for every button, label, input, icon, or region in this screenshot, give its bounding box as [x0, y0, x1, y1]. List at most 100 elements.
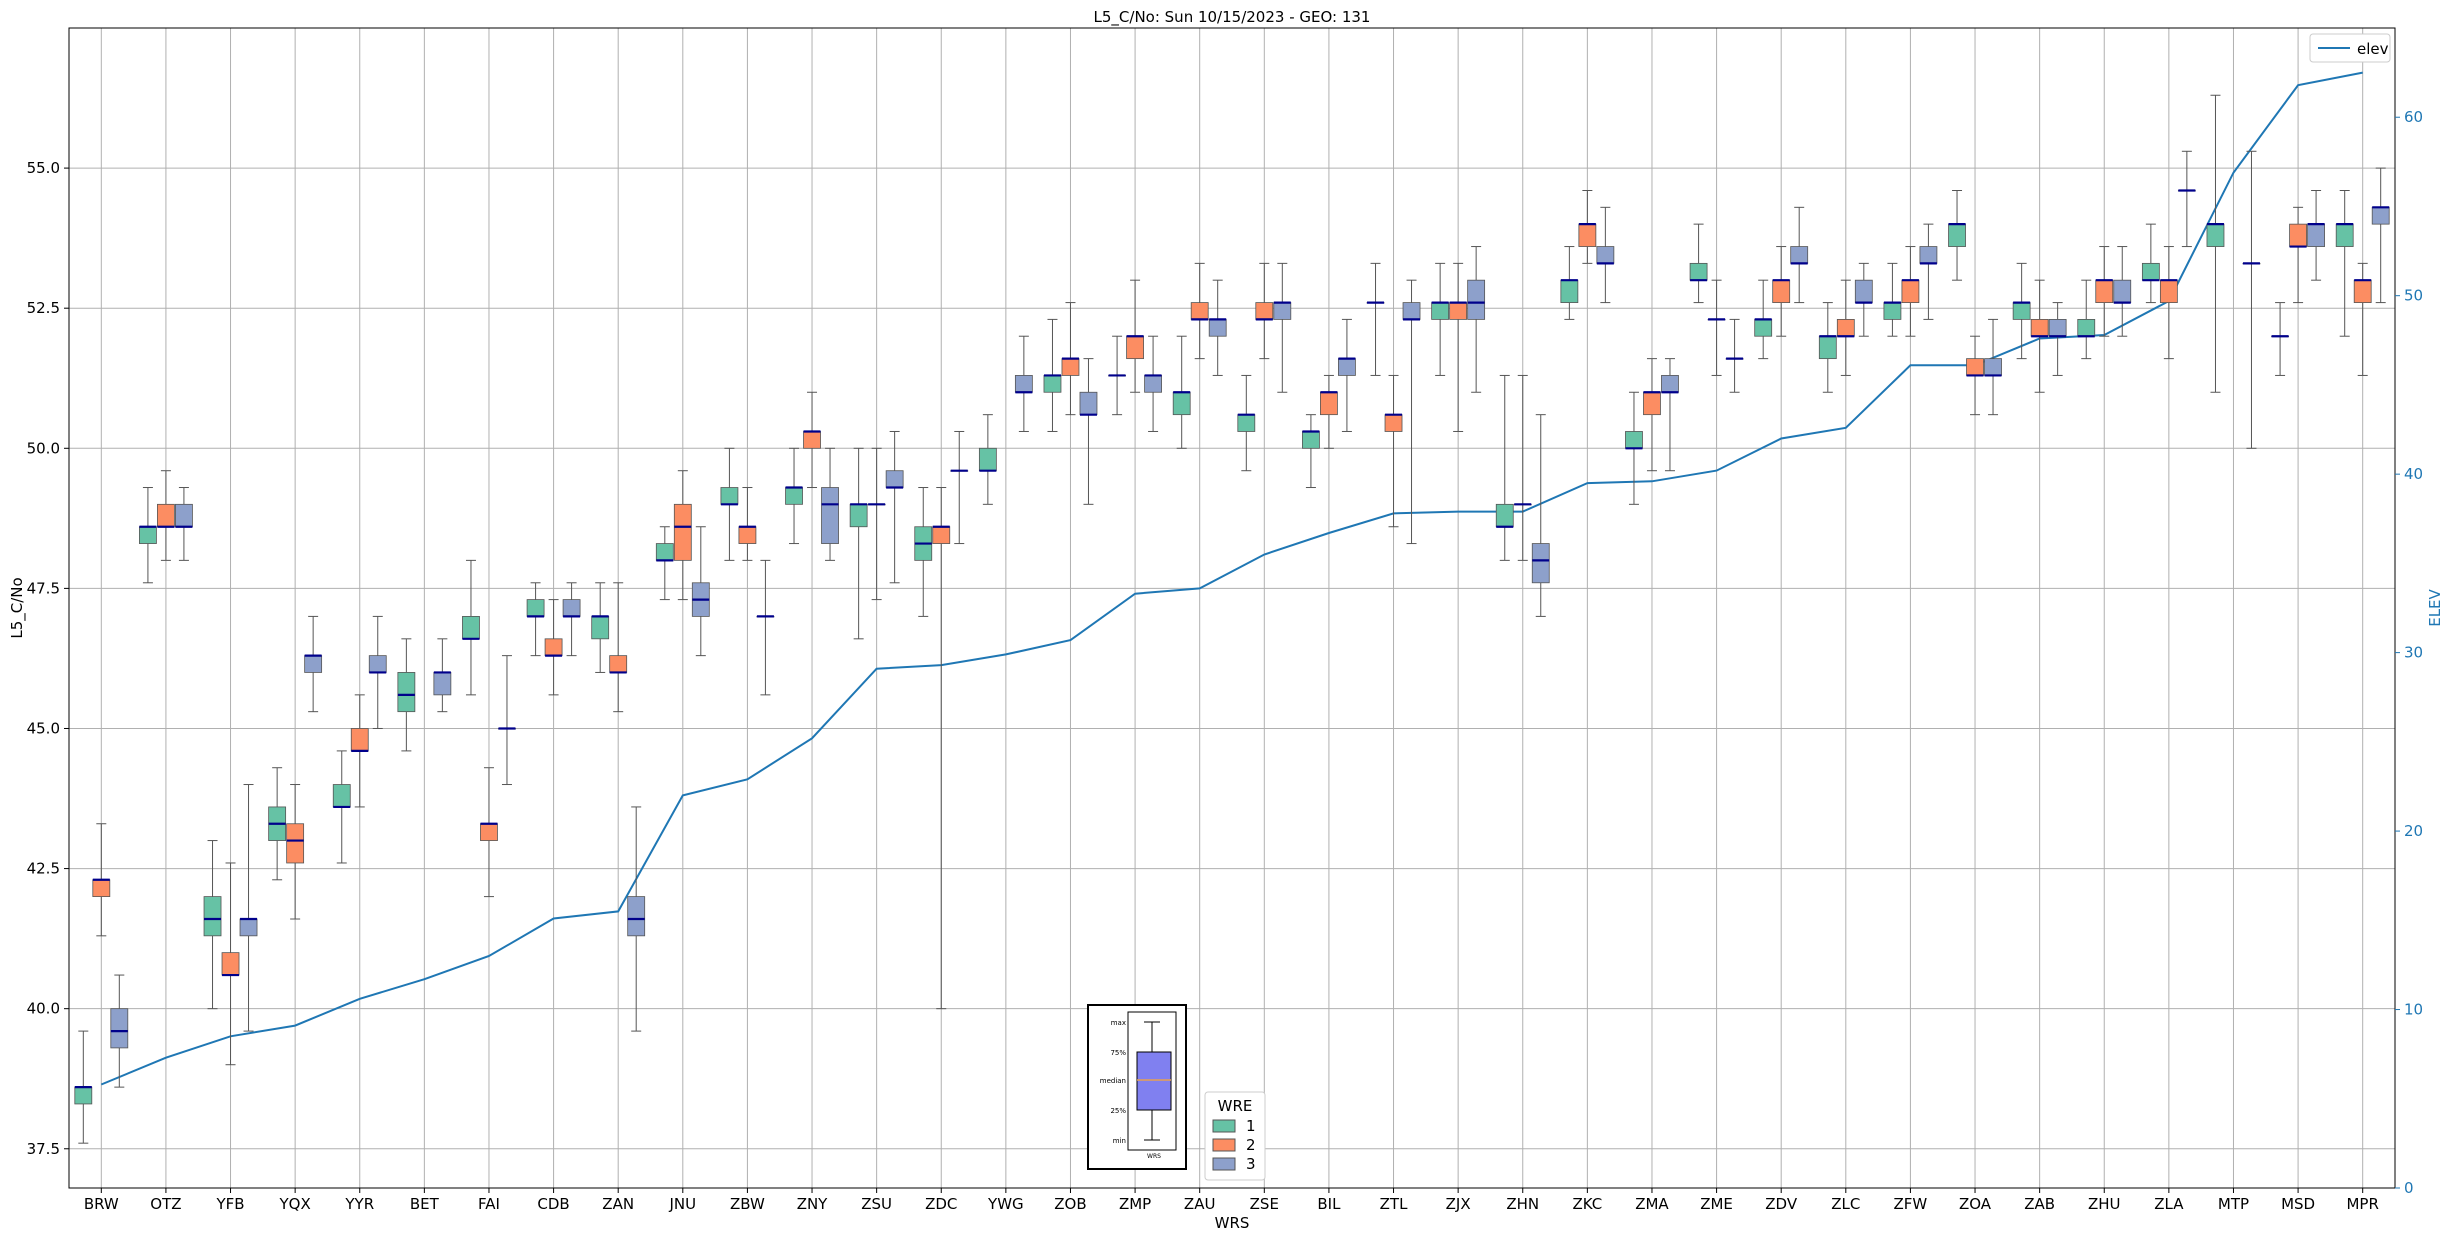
box-ZAU-wre2	[1190, 262, 1209, 360]
x-tick-label: ZAB	[2024, 1195, 2055, 1213]
boxplot-key: max 75% median 25% min WRS	[1087, 1004, 1187, 1170]
box-body	[2141, 262, 2160, 281]
box-body	[203, 896, 222, 937]
box-ZMA-wre2	[1643, 358, 1661, 472]
box-body	[2307, 223, 2325, 247]
box-BRW-wre3	[110, 974, 129, 1088]
box-ZNY-wre2	[803, 391, 821, 489]
box-BET-wre3	[433, 638, 452, 713]
elev-legend-label: elev	[2357, 40, 2389, 58]
box-body	[1237, 414, 1256, 432]
x-tick-label: ZKC	[1572, 1195, 1602, 1213]
box-body	[286, 823, 305, 864]
box-ZMP-wre1	[1108, 335, 1126, 416]
x-tick-label: MTP	[2218, 1195, 2249, 1213]
box-body	[932, 526, 951, 544]
box-body	[821, 487, 839, 544]
box-body	[1625, 431, 1643, 449]
box-body	[1901, 279, 1920, 303]
box-ZHN-wre2	[1513, 374, 1532, 561]
box-ZNY-wre1	[785, 447, 803, 545]
box-ZAN-wre3	[627, 806, 646, 1032]
box-ZDC-wre3	[950, 430, 969, 545]
box-body	[1854, 279, 1873, 303]
box-YYR-wre3	[368, 615, 387, 729]
box-body	[239, 918, 258, 937]
box-body	[304, 655, 323, 673]
wre-legend: WRE 1 2 3	[1204, 1091, 1266, 1181]
box-YWG-wre1	[978, 414, 997, 505]
box-body	[2113, 279, 2132, 303]
box-body	[2012, 302, 2031, 320]
box-body	[1919, 246, 1938, 264]
grid	[69, 28, 2395, 1188]
wre-legend-swatch-1	[1212, 1119, 1236, 1133]
box-body	[2095, 279, 2114, 303]
x-tick-label: ZDV	[1765, 1195, 1798, 1213]
box-ZKC-wre1	[1560, 246, 1579, 320]
box-body	[591, 616, 610, 640]
x-tick-label: MPR	[2346, 1195, 2378, 1213]
box-body	[627, 896, 646, 937]
box-ZFW-wre1	[1883, 262, 1902, 337]
box-body	[1790, 246, 1809, 264]
box-ZHN-wre3	[1531, 414, 1550, 617]
box-body	[1836, 319, 1855, 337]
box-YFB-wre2	[221, 862, 240, 1066]
box-ZLC-wre1	[1818, 302, 1837, 393]
box-body	[2159, 279, 2178, 303]
x-axis: BRW OTZ YFB YQX YYR BET FAI CDB ZAN JNU ZBW ZNY ZSU Z…	[84, 1188, 2379, 1213]
box-JNU-wre1	[655, 526, 674, 601]
box-ZOA-wre1	[1948, 190, 1966, 281]
box-body	[1531, 543, 1550, 584]
boxplot-key-label-q3: 75%	[1110, 1049, 1126, 1057]
box-body	[1643, 391, 1661, 416]
box-ZDC-wre2	[932, 487, 951, 1010]
box-body	[1818, 335, 1837, 360]
wre-legend-label-3: 3	[1246, 1155, 1256, 1173]
x-tick-label: CDB	[537, 1195, 569, 1213]
box-ZDV-wre1	[1754, 279, 1773, 360]
box-body	[480, 823, 498, 841]
box-body	[1302, 431, 1320, 449]
x-tick-label: FAI	[478, 1195, 500, 1213]
box-body	[2206, 223, 2225, 247]
plot-frame	[68, 27, 2396, 1189]
box-ZTL-wre3	[1402, 279, 1421, 545]
box-OTZ-wre3	[175, 487, 193, 561]
box-ZLA-wre3	[2177, 150, 2196, 248]
box-CDB-wre2	[544, 599, 563, 696]
box-ZOA-wre2	[1966, 335, 1984, 416]
box-OTZ-wre1	[139, 487, 157, 584]
x-tick-label: ZMP	[1119, 1195, 1151, 1213]
box-body	[1043, 375, 1062, 393]
box-body	[1384, 414, 1403, 432]
y-tick-label: 50.0	[27, 439, 60, 457]
box-body	[2289, 223, 2307, 247]
elev-line-layer	[100, 71, 2363, 1086]
box-body	[1402, 302, 1421, 320]
box-ZMA-wre1	[1625, 391, 1643, 505]
box-ZKC-wre3	[1596, 206, 1615, 304]
box-body	[1273, 302, 1292, 320]
y2-axis-label: ELEV	[2426, 588, 2444, 626]
box-ZHU-wre2	[2095, 246, 2114, 337]
wre-legend-title: WRE	[1218, 1097, 1253, 1115]
box-body	[2030, 319, 2049, 337]
y2-tick-label: 60	[2404, 108, 2423, 126]
box-body	[1190, 302, 1209, 320]
box-ZOB-wre3	[1079, 358, 1098, 505]
box-MPR-wre1	[2335, 190, 2354, 337]
wre-legend-label-1: 1	[1246, 1117, 1256, 1135]
box-YWG-wre3	[1014, 335, 1033, 432]
y-tick-label: 55.0	[27, 159, 60, 177]
box-body	[92, 879, 111, 897]
box-body	[1578, 223, 1597, 247]
box-ZJX-wre1	[1431, 262, 1450, 376]
box-ZOB-wre2	[1061, 302, 1080, 416]
box-ZSE-wre2	[1255, 262, 1274, 360]
x-tick-label: ZAN	[602, 1195, 634, 1213]
box-ZSE-wre3	[1273, 262, 1292, 393]
box-body	[1255, 302, 1274, 320]
box-body	[1966, 358, 1984, 376]
